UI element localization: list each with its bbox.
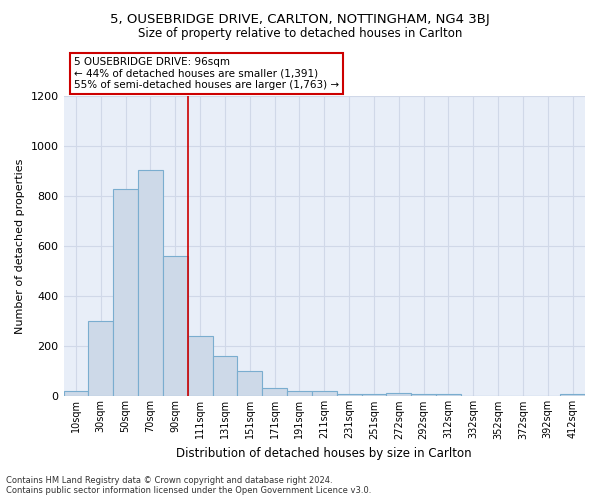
Bar — [163, 256, 188, 396]
Bar — [411, 394, 436, 396]
Text: Size of property relative to detached houses in Carlton: Size of property relative to detached ho… — [138, 28, 462, 40]
Bar — [337, 394, 362, 396]
X-axis label: Distribution of detached houses by size in Carlton: Distribution of detached houses by size … — [176, 447, 472, 460]
Text: 5, OUSEBRIDGE DRIVE, CARLTON, NOTTINGHAM, NG4 3BJ: 5, OUSEBRIDGE DRIVE, CARLTON, NOTTINGHAM… — [110, 12, 490, 26]
Bar — [64, 392, 88, 396]
Bar — [212, 356, 238, 397]
Bar — [262, 388, 287, 396]
Bar — [287, 392, 312, 396]
Bar — [362, 394, 386, 396]
Bar — [188, 336, 212, 396]
Bar — [436, 394, 461, 396]
Y-axis label: Number of detached properties: Number of detached properties — [15, 158, 25, 334]
Bar — [238, 372, 262, 396]
Text: Contains HM Land Registry data © Crown copyright and database right 2024.
Contai: Contains HM Land Registry data © Crown c… — [6, 476, 371, 495]
Text: 5 OUSEBRIDGE DRIVE: 96sqm
← 44% of detached houses are smaller (1,391)
55% of se: 5 OUSEBRIDGE DRIVE: 96sqm ← 44% of detac… — [74, 56, 339, 90]
Bar — [560, 394, 585, 396]
Bar — [113, 188, 138, 396]
Bar — [312, 392, 337, 396]
Bar — [138, 170, 163, 396]
Bar — [88, 322, 113, 396]
Bar — [386, 394, 411, 396]
